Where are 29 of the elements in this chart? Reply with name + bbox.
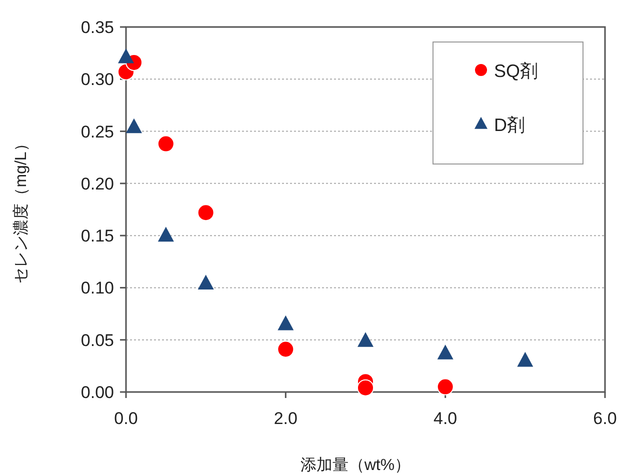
point (436, 378, 454, 396)
xlabel: 添加量（wt%） (300, 457, 411, 474)
point (158, 226, 174, 242)
ytick: 0.20 (80, 174, 114, 194)
point (126, 118, 142, 134)
point (437, 344, 454, 360)
ytick: 0.15 (80, 226, 114, 246)
ytick: 0.25 (80, 122, 114, 142)
point (118, 48, 134, 64)
point (278, 315, 294, 330)
ytick: 0.05 (80, 330, 114, 350)
xtick: 2.0 (274, 409, 298, 428)
ytick: 0.35 (80, 18, 114, 37)
point (357, 379, 374, 396)
point (517, 352, 534, 367)
ylabel: セレン濃度（mg/L） (13, 136, 30, 284)
point (358, 332, 374, 347)
point (197, 204, 214, 222)
point (157, 135, 174, 152)
ytick: 0.10 (80, 278, 114, 298)
ytick: 0.30 (80, 70, 114, 90)
xtick: 0.0 (114, 409, 138, 428)
point (277, 340, 294, 358)
point (198, 274, 214, 290)
xtick: 4.0 (434, 409, 458, 428)
legend-label: SQ剤 (494, 61, 538, 81)
ytick: 0.00 (80, 383, 114, 402)
legend-label: D剤 (494, 115, 525, 135)
xtick: 6.0 (593, 409, 617, 428)
